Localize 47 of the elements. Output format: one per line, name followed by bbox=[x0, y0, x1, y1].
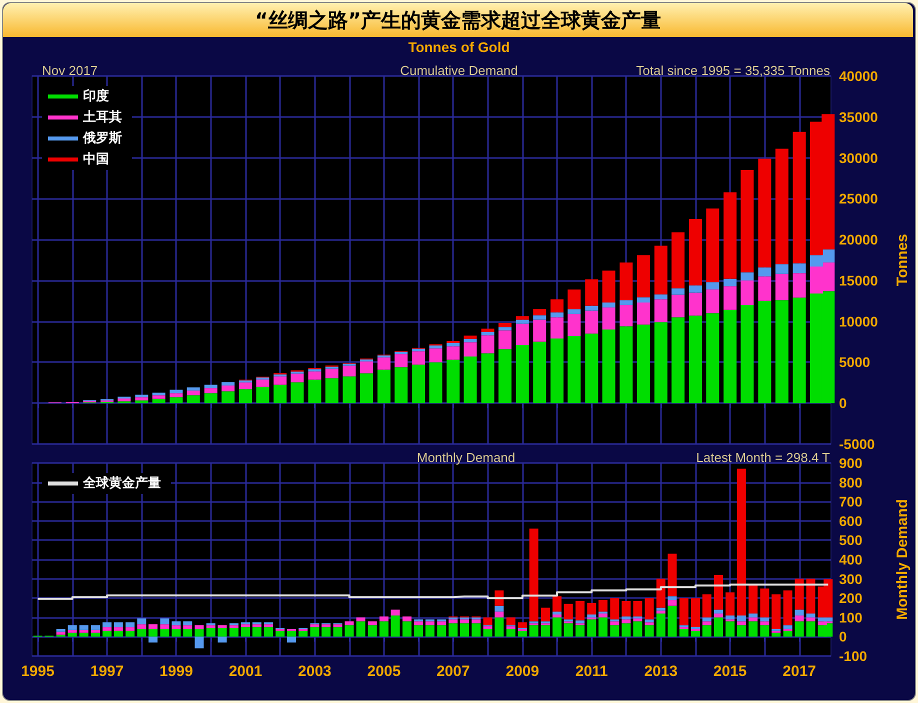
y-tick-label: 40000 bbox=[839, 68, 878, 84]
annotation: Latest Month = 298.4 T bbox=[696, 450, 830, 465]
legend-label: 俄罗斯 bbox=[82, 131, 122, 146]
y-tick-label: 5000 bbox=[839, 354, 870, 370]
x-tick-label: 1995 bbox=[21, 663, 54, 680]
x-tick-label: 1997 bbox=[90, 663, 124, 680]
y-tick-label: 20000 bbox=[839, 232, 878, 248]
y-axis-title: Monthly Demand bbox=[894, 499, 911, 620]
y-tick-label: 0 bbox=[839, 395, 847, 412]
x-tick-label: 2003 bbox=[298, 663, 332, 680]
annotation: Nov 2017 bbox=[42, 63, 98, 78]
x-tick-label: 2017 bbox=[782, 663, 816, 680]
x-tick-label: 2011 bbox=[575, 663, 608, 680]
y-tick-label: 200 bbox=[839, 590, 863, 606]
legend-label: 印度 bbox=[83, 88, 109, 104]
y-tick-label: 0 bbox=[839, 628, 847, 645]
y-tick-label: -100 bbox=[839, 648, 868, 664]
chart-title: Monthly Demand bbox=[416, 450, 516, 465]
x-tick-label: 2007 bbox=[436, 663, 470, 680]
legend-label: 全球黄金产量 bbox=[82, 475, 161, 491]
y-tick-label: 500 bbox=[839, 532, 863, 548]
y-tick-label: 700 bbox=[839, 494, 863, 510]
legend-label: 土耳其 bbox=[82, 110, 122, 125]
y-tick-label: 25000 bbox=[839, 190, 878, 207]
x-tick-label: 2009 bbox=[506, 663, 540, 680]
y-tick-label: 100 bbox=[839, 609, 863, 626]
annotation: Total since 1995 = 35,335 Tonnes bbox=[636, 63, 830, 78]
y-tick-label: 900 bbox=[839, 455, 863, 471]
x-tick-label: 2005 bbox=[367, 663, 401, 680]
chart-title: “丝绸之路”产生的黄金需求超过全球黄金产量 bbox=[3, 3, 913, 37]
y-tick-label: 400 bbox=[839, 552, 863, 568]
x-tick-label: 2013 bbox=[644, 663, 678, 680]
annotation: Cumulative Demand bbox=[400, 63, 518, 78]
y-tick-label: -5000 bbox=[839, 436, 876, 452]
x-tick-label: 2001 bbox=[228, 663, 262, 680]
y-axis-title: Tonnes bbox=[894, 234, 911, 286]
legend-label: 中国 bbox=[83, 152, 109, 167]
x-tick-label: 1999 bbox=[160, 663, 193, 680]
y-tick-label: 800 bbox=[839, 474, 863, 490]
x-tick-label: 2015 bbox=[713, 663, 747, 680]
y-tick-label: 35000 bbox=[839, 108, 878, 125]
y-tick-label: 15000 bbox=[839, 272, 878, 288]
chart-subtitle: Tonnes of Gold bbox=[407, 39, 511, 55]
y-tick-label: 30000 bbox=[839, 150, 878, 166]
y-tick-label: 300 bbox=[839, 570, 863, 587]
y-tick-label: 600 bbox=[839, 512, 863, 529]
y-tick-label: 10000 bbox=[839, 313, 878, 330]
